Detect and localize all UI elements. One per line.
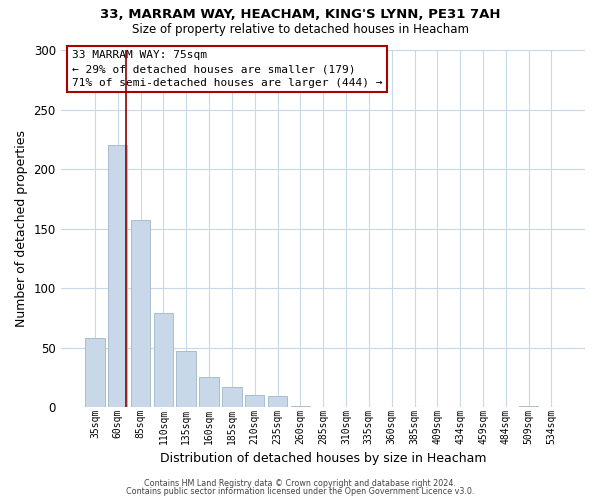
Text: 33 MARRAM WAY: 75sqm
← 29% of detached houses are smaller (179)
71% of semi-deta: 33 MARRAM WAY: 75sqm ← 29% of detached h…: [72, 50, 382, 88]
Bar: [199, 378, 219, 407]
Bar: [176, 351, 196, 407]
Text: 33, MARRAM WAY, HEACHAM, KING'S LYNN, PE31 7AH: 33, MARRAM WAY, HEACHAM, KING'S LYNN, PE…: [100, 8, 500, 20]
Bar: [519, 406, 538, 407]
Text: Size of property relative to detached houses in Heacham: Size of property relative to detached ho…: [131, 22, 469, 36]
Bar: [85, 338, 104, 407]
Text: Contains HM Land Registry data © Crown copyright and database right 2024.: Contains HM Land Registry data © Crown c…: [144, 478, 456, 488]
Bar: [131, 220, 150, 407]
Y-axis label: Number of detached properties: Number of detached properties: [15, 130, 28, 327]
Text: Contains public sector information licensed under the Open Government Licence v3: Contains public sector information licen…: [126, 487, 474, 496]
Bar: [268, 396, 287, 407]
Bar: [154, 313, 173, 407]
Bar: [222, 387, 242, 407]
Bar: [245, 395, 265, 407]
X-axis label: Distribution of detached houses by size in Heacham: Distribution of detached houses by size …: [160, 452, 487, 465]
Bar: [290, 406, 310, 407]
Bar: [108, 145, 127, 407]
